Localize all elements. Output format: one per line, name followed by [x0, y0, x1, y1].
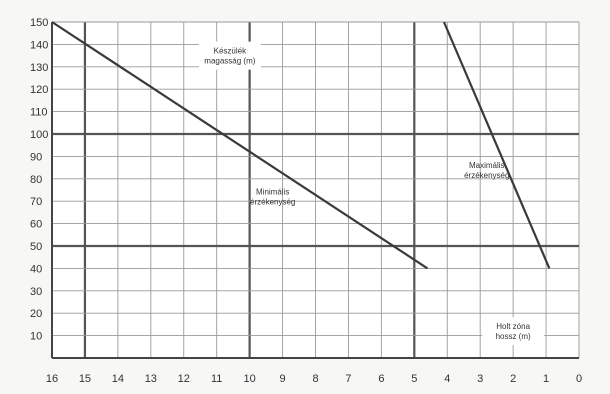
x-tick-label: 12: [178, 373, 190, 385]
x-tick-label: 8: [312, 373, 318, 385]
x-tick-label: 10: [244, 373, 256, 385]
y-tick-label: 10: [30, 331, 42, 343]
annotation-text: Maximális: [469, 161, 505, 170]
x-tick-label: 5: [411, 373, 417, 385]
x-tick-label: 13: [145, 373, 157, 385]
x-tick-label: 7: [345, 373, 351, 385]
annotation-text: érzékenység: [250, 198, 295, 207]
y-tick-label: 130: [30, 62, 48, 74]
annotation-text: hossz (m): [496, 332, 531, 341]
x-tick-label: 15: [79, 373, 91, 385]
x-tick-label: 6: [378, 373, 384, 385]
y-tick-label: 100: [30, 129, 48, 141]
annotation-box: [198, 41, 261, 70]
x-tick-label: 16: [46, 373, 58, 385]
y-tick-label: 140: [30, 39, 48, 51]
x-tick-label: 11: [211, 373, 222, 385]
y-tick-label: 40: [30, 263, 42, 275]
x-tick-label: 14: [112, 373, 124, 385]
x-tick-label: 1: [543, 373, 549, 385]
x-tick-label: 0: [576, 373, 582, 385]
grid: [51, 21, 580, 359]
y-tick-label: 90: [30, 151, 42, 163]
annotation-text: Minimális: [256, 188, 289, 197]
series-line: [442, 21, 551, 269]
x-axis-ticks: 16 15 14 13 12 11 10 9 8 7 6 5 4 3 2 1 0: [46, 373, 582, 385]
series: [51, 21, 551, 270]
series-line: [51, 21, 429, 270]
y-axis-ticks: 10 20 30 40 50 60 70 80 90 100 110 120 130 140 150: [30, 17, 48, 343]
annotation-text: Holt zóna: [496, 322, 530, 331]
y-tick-label: 30: [30, 286, 42, 298]
annotation-text: érzékenység: [464, 171, 509, 180]
y-tick-label: 120: [30, 84, 48, 96]
y-tick-label: 150: [30, 17, 48, 29]
annotation-text: Készülék: [214, 47, 247, 56]
y-tick-label: 60: [30, 219, 42, 231]
y-tick-label: 20: [30, 308, 42, 320]
x-tick-label: 9: [280, 373, 286, 385]
y-tick-label: 80: [30, 174, 42, 186]
annotation-box: [482, 317, 545, 346]
x-tick-label: 4: [444, 373, 450, 385]
y-tick-label: 110: [30, 107, 48, 119]
y-tick-label: 70: [30, 196, 42, 208]
x-tick-label: 2: [510, 373, 516, 385]
y-tick-label: 50: [30, 241, 42, 253]
annotation-text: magasság (m): [204, 57, 255, 66]
x-tick-label: 3: [477, 373, 483, 385]
